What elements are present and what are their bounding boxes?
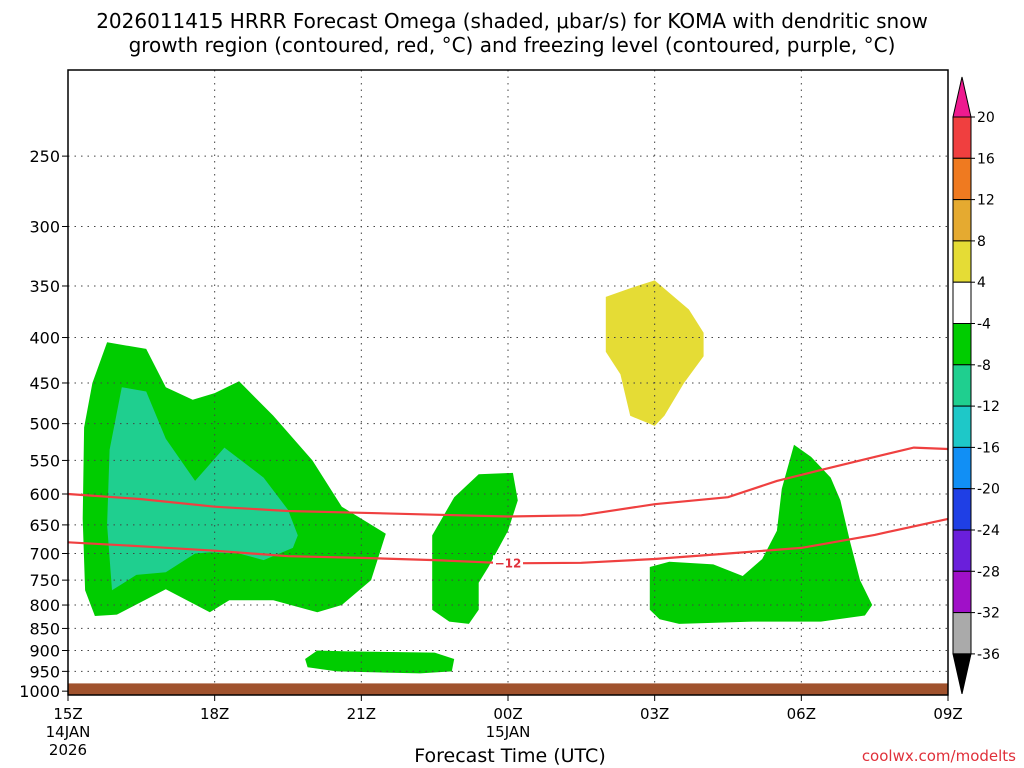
- omega-region-4: [649, 444, 873, 624]
- colorbar-bin-3: [952, 199, 972, 242]
- y-tick-label-1: 300: [29, 217, 60, 236]
- colorbar-bin-12: [952, 570, 972, 614]
- colorbar-label-2: 12: [977, 193, 995, 209]
- colorbar-bin-1: [952, 116, 972, 159]
- colorbar-bin-13: [952, 612, 972, 655]
- x-tick-label-4: 03Z: [640, 705, 669, 723]
- colorbar-label-11: -28: [977, 564, 1000, 580]
- y-tick-label-11: 800: [29, 596, 60, 615]
- isotherm-label-0: −12: [495, 556, 522, 570]
- y-tick-label-13: 900: [29, 641, 60, 660]
- colorbar-label-6: -8: [977, 358, 991, 374]
- y-tick-label-12: 850: [29, 619, 60, 638]
- colorbar-bin-9: [952, 446, 972, 490]
- x-axis-label: Forecast Time (UTC): [414, 745, 605, 767]
- colorbar: 20 16 12 8 4 -4 -8 -12 -16 -20 -24 -28 -32 -36: [952, 76, 1000, 695]
- y-tick-label-4: 450: [29, 374, 60, 393]
- omega-region-2: [305, 650, 455, 674]
- colorbar-bin-7: [952, 364, 972, 407]
- colorbar-bin-5: [952, 281, 972, 325]
- x-tick-date1-0: 14JAN: [46, 723, 91, 741]
- colorbar-label-4: 4: [977, 275, 986, 291]
- y-tick-label-9: 700: [29, 545, 60, 564]
- x-tick-label-2: 21Z: [347, 705, 376, 723]
- colorbar-label-5: -4: [977, 317, 991, 333]
- y-tick-label-5: 500: [29, 415, 60, 434]
- colorbar-label-12: -32: [977, 606, 1000, 622]
- colorbar-bin-8: [952, 405, 972, 448]
- y-tick-label-3: 400: [29, 329, 60, 348]
- chart-title-line1: 2026011415 HRRR Forecast Omega (shaded, …: [96, 9, 928, 33]
- isotherm-label-bg-0: [493, 555, 523, 571]
- colorbar-bin-4: [952, 240, 972, 283]
- isotherm-line-1: [67, 446, 949, 518]
- y-tick-label-10: 750: [29, 571, 60, 590]
- y-tick-label-7: 600: [29, 485, 60, 504]
- colorbar-label-10: -24: [977, 523, 1000, 539]
- colorbar-bin-6: [952, 323, 972, 366]
- colorbar-label-1: 16: [977, 151, 995, 167]
- omega-region-5: [605, 280, 704, 426]
- x-tick-label-6: 09Z: [933, 705, 962, 723]
- ground-surface: [68, 683, 948, 695]
- y-tick-label-15: 1000: [19, 682, 60, 701]
- colorbar-bin-10: [952, 488, 972, 531]
- omega-region-3: [432, 472, 518, 624]
- x-tick-label-1: 18Z: [200, 705, 229, 723]
- colorbar-label-9: -20: [977, 482, 1000, 498]
- y-tick-label-2: 350: [29, 277, 60, 296]
- colorbar-label-8: -16: [977, 440, 1000, 456]
- colorbar-label-13: -36: [977, 647, 1000, 663]
- x-tick-label-5: 06Z: [787, 705, 816, 723]
- y-tick-label-0: 250: [29, 147, 60, 166]
- pressure-axis: 250 300 350 400 450 500 550 600 650 700 750 800 850 9…: [19, 147, 68, 701]
- chart-title-line2: growth region (contoured, red, °C) and f…: [129, 33, 896, 57]
- x-tick-date1-3: 15JAN: [486, 723, 531, 741]
- colorbar-bin-2: [952, 157, 972, 201]
- colorbar-top-arrow: [952, 76, 972, 118]
- colorbar-label-0: 20: [977, 110, 995, 126]
- isotherm-layer: −12: [67, 446, 949, 571]
- y-tick-label-6: 550: [29, 451, 60, 470]
- omega-region-1: [107, 387, 298, 591]
- y-tick-label-14: 950: [29, 662, 60, 681]
- colorbar-label-3: 8: [977, 234, 986, 250]
- colorbar-bottom-arrow: [952, 653, 972, 695]
- credit-text: coolwx.com/modelts: [862, 747, 1016, 765]
- colorbar-label-7: -12: [977, 399, 1000, 415]
- x-tick-date2-0: 2026: [49, 741, 87, 759]
- y-tick-label-8: 650: [29, 516, 60, 535]
- colorbar-bin-11: [952, 529, 972, 572]
- x-tick-label-0: 15Z: [53, 705, 82, 723]
- x-tick-label-3: 00Z: [493, 705, 522, 723]
